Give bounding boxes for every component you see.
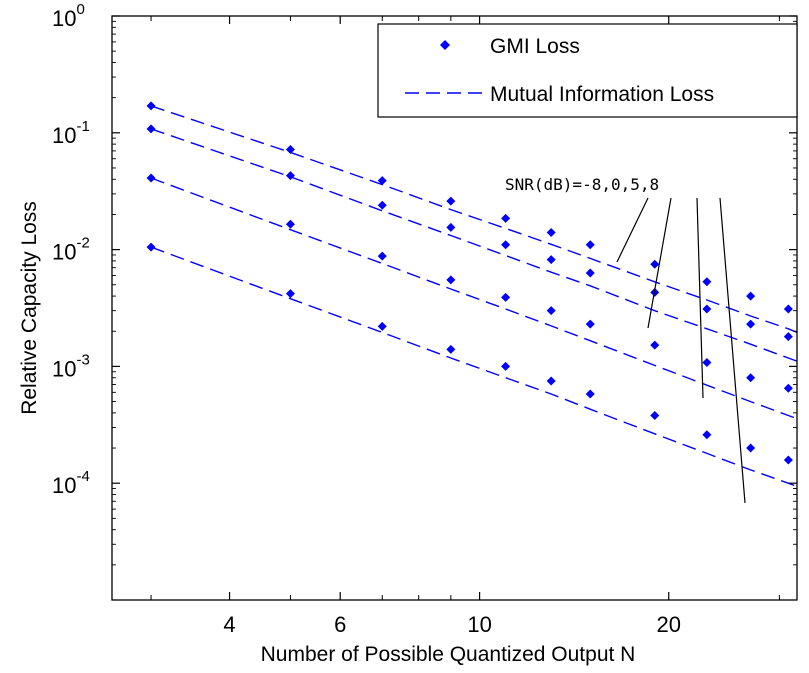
gmi-point xyxy=(285,289,295,299)
snr-pointer-line xyxy=(647,197,672,329)
gmi-point xyxy=(702,357,712,367)
x-tick-label: 20 xyxy=(657,612,681,637)
x-tick-label: 4 xyxy=(223,612,235,637)
mi-series-line-4 xyxy=(150,246,797,488)
gmi-point xyxy=(585,319,595,329)
gmi-point xyxy=(585,268,595,278)
mi-series-line-1 xyxy=(150,105,797,334)
gmi-point xyxy=(285,171,295,181)
snr-pointer-line xyxy=(696,197,704,399)
gmi-point xyxy=(702,277,712,287)
gmi-point xyxy=(546,228,556,238)
gmi-point xyxy=(783,455,793,465)
gmi-point xyxy=(501,213,511,223)
gmi-point xyxy=(702,304,712,314)
gmi-point xyxy=(546,306,556,316)
x-axis: 4 6 10 20 xyxy=(150,16,780,637)
gmi-point xyxy=(783,304,793,314)
gmi-point xyxy=(501,240,511,250)
y-axis-title: Relative Capacity Loss xyxy=(18,201,41,415)
gmi-point xyxy=(783,383,793,393)
gmi-point xyxy=(650,340,660,350)
gmi-point xyxy=(446,275,456,285)
gmi-point xyxy=(446,222,456,232)
gmi-point xyxy=(746,373,756,383)
gmi-point xyxy=(501,292,511,302)
gmi-point xyxy=(585,240,595,250)
gmi-point xyxy=(285,144,295,154)
legend-gmi-marker xyxy=(440,40,450,50)
legend-mi-label: Mutual Information Loss xyxy=(490,83,714,106)
legend-box xyxy=(377,23,798,118)
snr-pointer-line xyxy=(616,197,649,263)
gmi-point xyxy=(446,196,456,206)
gmi-point xyxy=(650,410,660,420)
x-axis-title: Number of Possible Quantized Output N xyxy=(261,643,636,666)
mi-series-line-2 xyxy=(150,128,797,362)
gmi-point xyxy=(377,176,387,186)
gmi-points-group xyxy=(146,101,793,465)
gmi-point xyxy=(146,101,156,111)
gmi-point xyxy=(546,255,556,265)
gmi-point xyxy=(501,361,511,371)
gmi-point xyxy=(146,173,156,183)
x-tick-label: 6 xyxy=(334,612,346,637)
gmi-point xyxy=(702,430,712,440)
gmi-point xyxy=(146,242,156,252)
gmi-point xyxy=(783,332,793,342)
snr-pointer-line xyxy=(719,197,746,504)
gmi-point xyxy=(746,443,756,453)
gmi-point xyxy=(377,251,387,261)
snr-annotation-text: SNR(dB)=-8,0,5,8 xyxy=(505,175,659,194)
gmi-point xyxy=(650,259,660,269)
gmi-point xyxy=(746,319,756,329)
legend: GMI Loss Mutual Information Loss xyxy=(377,23,798,118)
gmi-point xyxy=(585,389,595,399)
mi-series-line-3 xyxy=(150,177,797,420)
gmi-point xyxy=(285,219,295,229)
plot-area-frame xyxy=(111,15,798,601)
gmi-point xyxy=(377,321,387,331)
gmi-point xyxy=(446,344,456,354)
gmi-point xyxy=(746,291,756,301)
gmi-point xyxy=(546,376,556,386)
snr-annotation: SNR(dB)=-8,0,5,8 xyxy=(505,175,746,504)
gmi-point xyxy=(146,124,156,134)
gmi-point xyxy=(377,200,387,210)
mi-lines-group xyxy=(150,105,797,488)
x-tick-label: 10 xyxy=(467,612,491,637)
legend-gmi-label: GMI Loss xyxy=(490,35,580,58)
